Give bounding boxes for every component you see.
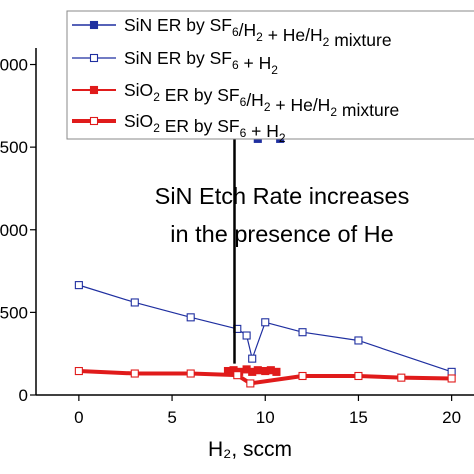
data-point — [242, 331, 251, 340]
y-tick-label: 500 — [0, 303, 28, 322]
series-line — [78, 284, 452, 373]
x-axis-label: H₂, sccm — [208, 438, 292, 461]
legend-marker — [89, 116, 99, 126]
x-tick-label: 15 — [349, 408, 368, 427]
x-tick-label: 5 — [167, 408, 176, 427]
axis-ticks: 0 5 10 15 20 0 500 1000 1500 2000 — [0, 56, 461, 427]
plot-frame — [35, 48, 474, 396]
x-tick-label: 0 — [74, 408, 83, 427]
data-point — [246, 379, 255, 388]
data-point — [298, 328, 307, 337]
legend-label: SiO2 ER by SF6/H2 + He/H2 mixture — [124, 80, 399, 120]
y-tick-label: 0 — [19, 386, 28, 405]
legend-marker — [89, 85, 99, 95]
data-point — [248, 354, 257, 363]
legend-marker — [89, 20, 99, 30]
data-point — [130, 298, 139, 307]
legend-label: SiO2 ER by SF6 + H2 — [124, 111, 286, 145]
data-point — [397, 373, 406, 382]
data-point — [354, 336, 363, 345]
annotation-text: in the presence of He — [170, 221, 393, 247]
legend-label: SiN ER by SF6/H2 + He/H2 mixture — [124, 15, 392, 50]
x-tick-label: 20 — [442, 408, 461, 427]
series-3 — [74, 366, 456, 388]
y-tick-label: 1500 — [0, 138, 28, 157]
annotation-text: SiN Etch Rate increases — [155, 183, 410, 209]
data-point — [74, 366, 83, 376]
legend-entry: SiN ER by SF6 + H2 — [72, 48, 278, 77]
legend-label: SiN ER by SF6 + H2 — [124, 48, 278, 77]
data-point — [261, 318, 270, 327]
data-point — [253, 366, 262, 375]
data-point — [186, 369, 195, 378]
data-point — [447, 367, 456, 376]
legend-box — [66, 10, 474, 140]
data-point — [447, 374, 456, 383]
data-point — [298, 371, 307, 381]
x-tick-label: 10 — [256, 408, 275, 427]
y-tick-label: 2000 — [0, 56, 28, 75]
annotation-layer: SiN Etch Rate increases in the presence o… — [155, 44, 410, 364]
legend-entry: SiN ER by SF6/H2 + He/H2 mixture — [72, 15, 392, 50]
data-point — [74, 281, 83, 290]
y-tick-label: 1000 — [0, 221, 28, 240]
series-1 — [74, 281, 456, 376]
data-point — [186, 313, 195, 322]
legend-entry: SiO2 ER by SF6 + H2 — [72, 111, 286, 145]
data-point — [233, 371, 242, 380]
data-point — [354, 371, 363, 381]
data-point — [130, 369, 139, 378]
data-point — [272, 367, 281, 376]
legend-marker — [89, 53, 99, 63]
legend-entry: SiO2 ER by SF6/H2 + He/H2 mixture — [72, 80, 399, 120]
